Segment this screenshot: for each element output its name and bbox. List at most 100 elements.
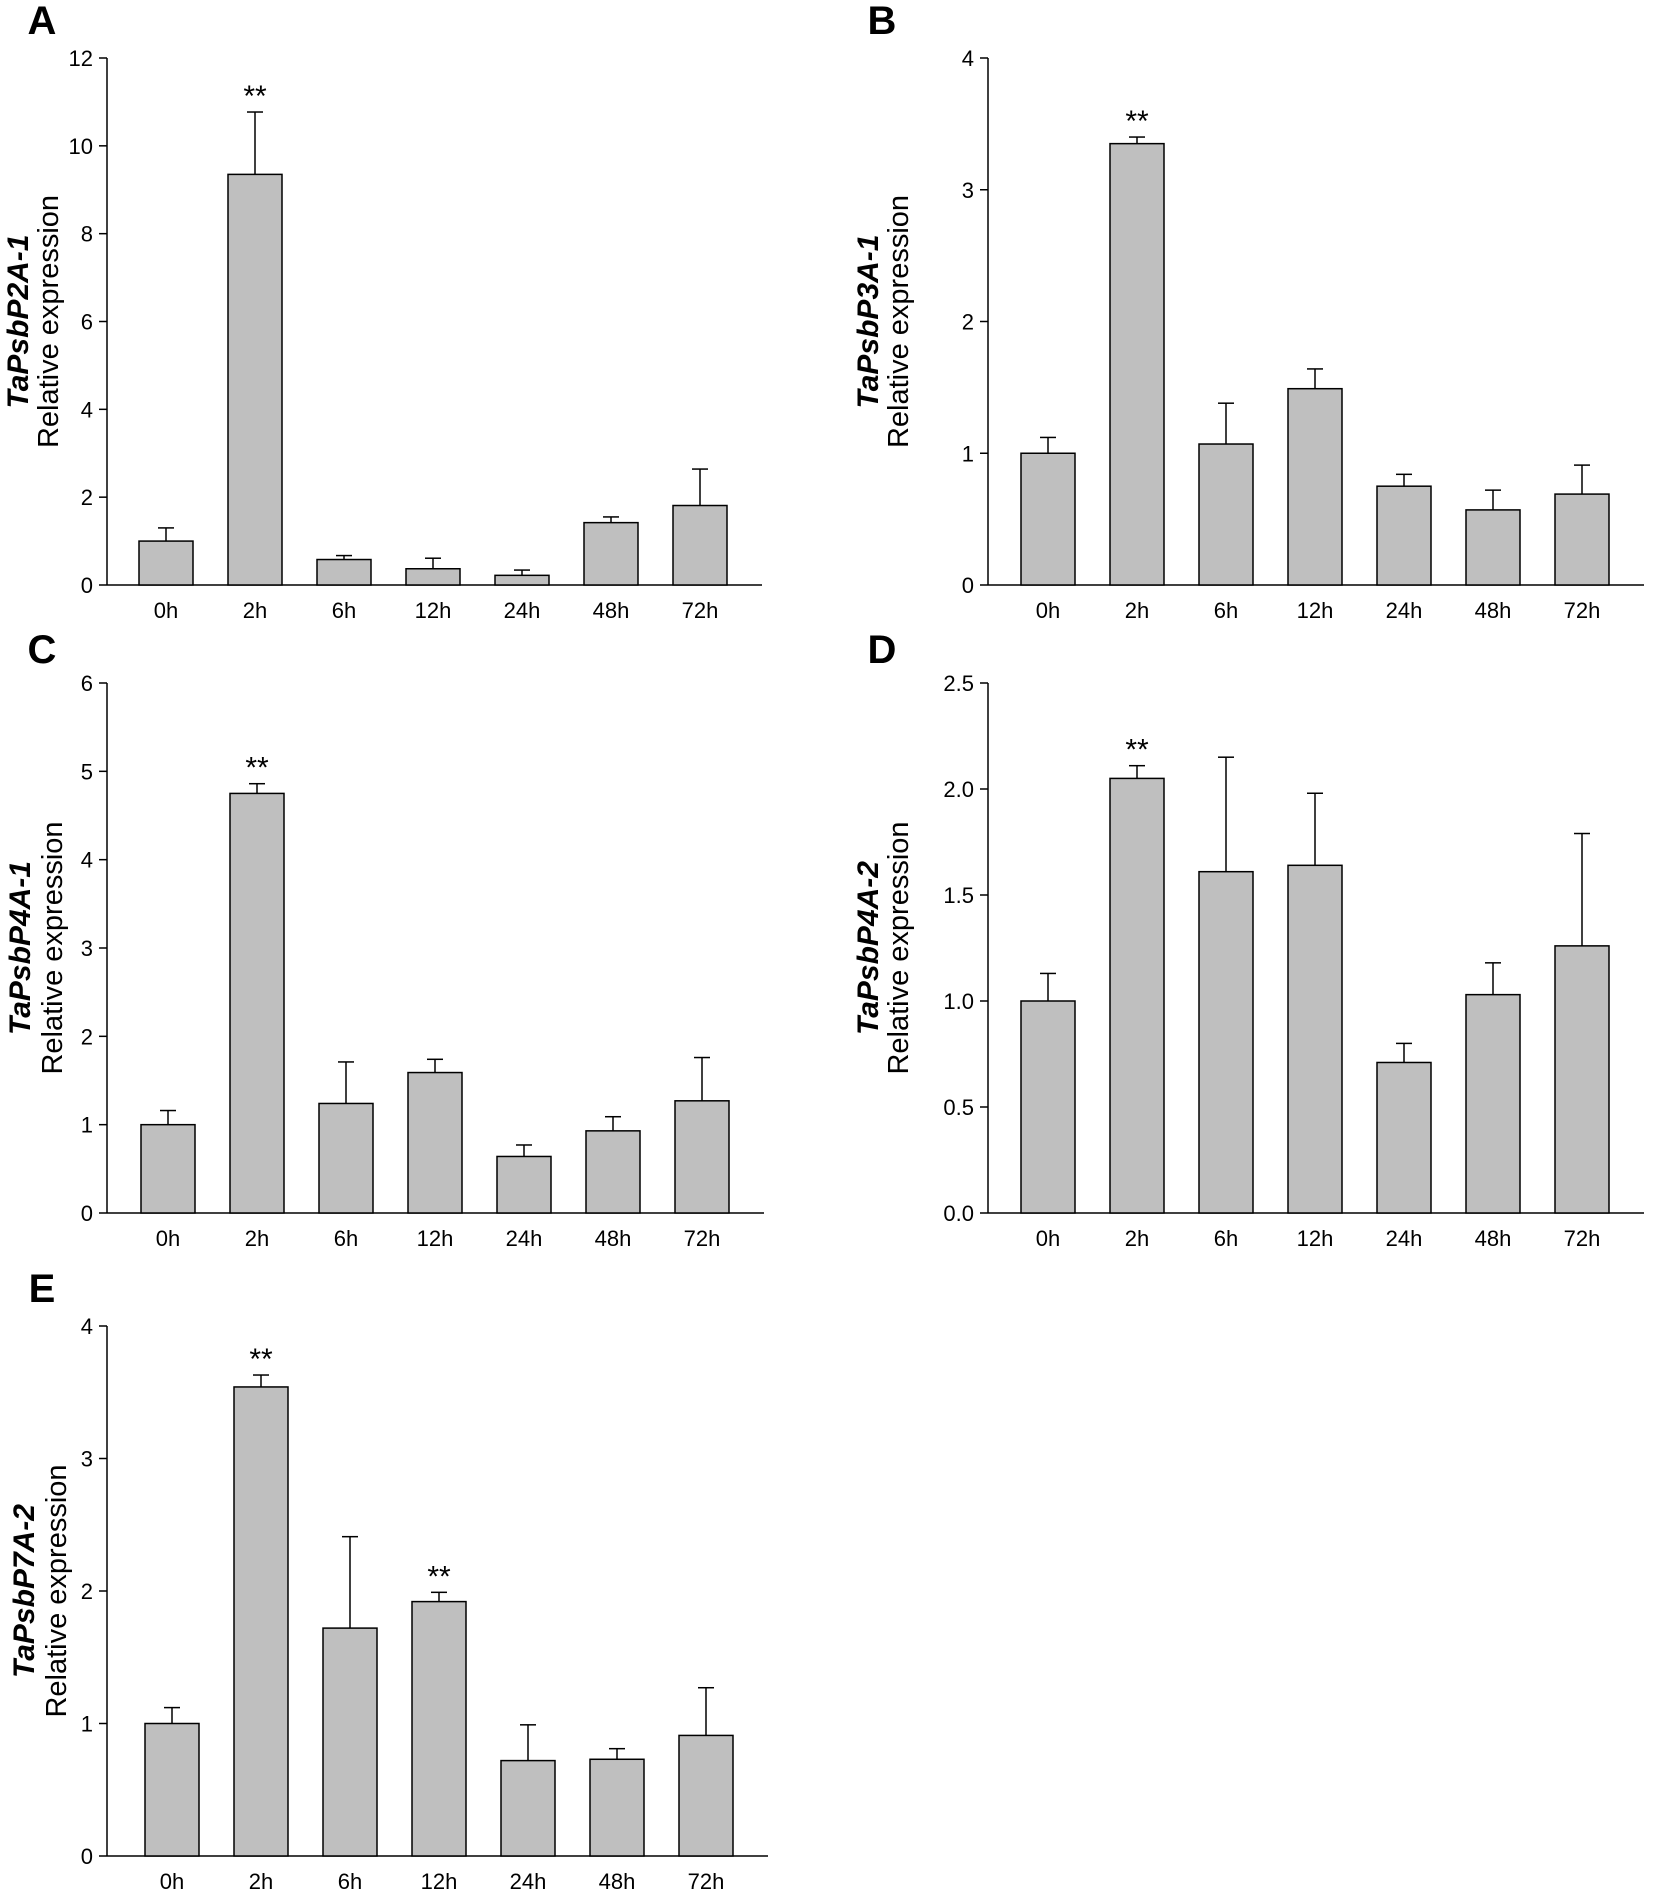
y-tick-label: 0.0 (943, 1201, 974, 1226)
bar-72h (672, 504, 728, 586)
panel-letter: B (868, 0, 897, 43)
x-tick-label: 6h (332, 598, 356, 623)
bar-24h (496, 1155, 552, 1214)
y-tick-label: 4 (81, 397, 93, 422)
y-tick-label: 6 (81, 310, 93, 335)
x-tick-label: 48h (595, 1226, 632, 1251)
x-tick-label: 12h (1297, 598, 1334, 623)
bar-2h (1109, 142, 1165, 586)
bar-12h (411, 1600, 467, 1857)
bar-48h (589, 1758, 645, 1857)
panel-letter: C (28, 628, 57, 672)
y-tick-label: 0 (81, 573, 93, 598)
x-tick-label: 2h (249, 1869, 273, 1893)
bar-48h (1465, 993, 1521, 1214)
x-tick-label: 24h (510, 1869, 547, 1893)
x-tick-label: 6h (334, 1226, 358, 1251)
y-tick-label: 10 (69, 134, 93, 159)
y-tick-label: 4 (962, 46, 974, 71)
significance-marker: ** (245, 752, 269, 785)
bar-12h (407, 1071, 463, 1214)
bar-24h (1376, 485, 1432, 586)
y-axis-gene-label: TaPsbP4A-2 (852, 861, 885, 1035)
y-axis-label: Relative expression (37, 821, 69, 1074)
bar-6h (1198, 443, 1254, 586)
bar-6h (316, 558, 372, 586)
y-tick-label: 1 (81, 1113, 93, 1138)
bar-72h (678, 1734, 734, 1857)
y-axis-gene-label: TaPsbP3A-1 (852, 235, 885, 409)
y-tick-label: 1 (81, 1712, 93, 1737)
y-tick-label: 0 (81, 1844, 93, 1869)
x-tick-label: 48h (1475, 1226, 1512, 1251)
bar-2h (233, 1386, 289, 1857)
y-tick-label: 3 (81, 936, 93, 961)
x-tick-label: 12h (417, 1226, 454, 1251)
y-axis-label: Relative expression (41, 1464, 73, 1717)
significance-marker: ** (427, 1560, 451, 1593)
x-tick-label: 6h (1214, 1226, 1238, 1251)
y-tick-label: 2.5 (943, 671, 974, 696)
y-axis-label: Relative expression (883, 195, 915, 448)
bar-6h (322, 1627, 378, 1857)
y-tick-label: 2 (81, 1579, 93, 1604)
x-tick-label: 0h (1036, 598, 1060, 623)
y-tick-label: 3 (81, 1447, 93, 1472)
x-tick-label: 48h (599, 1869, 636, 1893)
y-tick-label: 6 (81, 671, 93, 696)
x-tick-label: 24h (1386, 1226, 1423, 1251)
x-tick-label: 24h (1386, 598, 1423, 623)
bar-0h (144, 1722, 200, 1857)
y-tick-label: 1.0 (943, 989, 974, 1014)
y-tick-label: 0.5 (943, 1095, 974, 1120)
x-tick-label: 6h (338, 1869, 362, 1893)
panel-letter: E (29, 1267, 56, 1311)
x-tick-label: 72h (688, 1869, 725, 1893)
bar-2h (1109, 777, 1165, 1214)
y-tick-label: 3 (962, 178, 974, 203)
bar-24h (500, 1759, 556, 1857)
y-axis-gene-label: TaPsbP4A-1 (4, 861, 37, 1035)
x-tick-label: 2h (1125, 1226, 1149, 1251)
bar-48h (583, 521, 639, 586)
bar-2h (227, 173, 283, 586)
x-tick-label: 2h (243, 598, 267, 623)
y-tick-label: 2 (962, 310, 974, 335)
bar-72h (1554, 945, 1610, 1214)
x-tick-label: 12h (421, 1869, 458, 1893)
significance-marker: ** (243, 80, 267, 113)
x-tick-label: 0h (154, 598, 178, 623)
y-axis-gene-label: TaPsbP7A-2 (8, 1504, 41, 1678)
panel-letter: A (28, 0, 57, 43)
significance-marker: ** (1125, 734, 1149, 767)
x-tick-label: 48h (593, 598, 630, 623)
bar-24h (1376, 1061, 1432, 1214)
bar-6h (1198, 870, 1254, 1214)
panel-E: E TaPsbP7A-2 Relative expression 0 1 2 3 4 0h 2h *… (8, 1267, 768, 1893)
y-tick-label: 0 (962, 573, 974, 598)
y-tick-label: 5 (81, 759, 93, 784)
y-tick-label: 0 (81, 1201, 93, 1226)
x-tick-label: 0h (156, 1226, 180, 1251)
x-tick-label: 24h (506, 1226, 543, 1251)
y-tick-label: 2.0 (943, 777, 974, 802)
x-tick-label: 72h (682, 598, 719, 623)
y-axis-label: Relative expression (33, 195, 65, 448)
bar-12h (1287, 864, 1343, 1214)
panel-letter: D (868, 628, 897, 672)
x-tick-label: 12h (415, 598, 452, 623)
x-tick-label: 2h (245, 1226, 269, 1251)
bar-2h (229, 792, 285, 1214)
bar-48h (1465, 509, 1521, 586)
x-tick-label: 0h (160, 1869, 184, 1893)
y-tick-label: 2 (81, 485, 93, 510)
y-tick-label: 1 (962, 441, 974, 466)
y-tick-label: 4 (81, 1314, 93, 1339)
y-tick-label: 12 (69, 46, 93, 71)
bar-72h (1554, 493, 1610, 586)
bar-0h (140, 1123, 196, 1214)
x-tick-label: 48h (1475, 598, 1512, 623)
